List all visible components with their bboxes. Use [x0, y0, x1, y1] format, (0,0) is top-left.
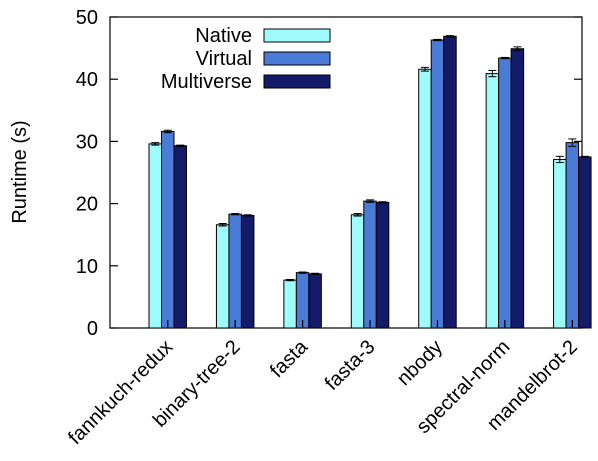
y-axis-label: Runtime (s) [9, 120, 31, 223]
bar-group [485, 46, 525, 329]
bar-groups [148, 35, 592, 329]
bar [565, 142, 580, 329]
bar [485, 73, 500, 329]
bar [295, 272, 310, 329]
bar [363, 200, 377, 329]
bar [228, 213, 242, 329]
bar-group [553, 138, 592, 329]
bar-group [215, 213, 255, 329]
bar [173, 145, 187, 329]
y-tick-label: 0 [87, 318, 98, 340]
bar [308, 273, 322, 329]
y-tick-label: 40 [76, 69, 98, 91]
bar [498, 57, 512, 329]
x-tick-label: fasta [266, 335, 313, 382]
legend-label: Virtual [196, 48, 252, 70]
legend-label: Multiverse [161, 71, 252, 93]
bar [215, 224, 230, 329]
y-tick-label: 30 [76, 131, 98, 153]
bar [350, 214, 365, 329]
legend-swatch [263, 74, 331, 89]
bar-group [418, 35, 457, 329]
bar-group [350, 199, 390, 329]
legend-label: Native [195, 25, 252, 47]
bar-group [283, 271, 322, 329]
y-tick-label: 50 [76, 7, 98, 29]
bar [283, 279, 297, 329]
legend-swatch [263, 51, 331, 66]
legend-swatch [263, 28, 331, 43]
bar [375, 201, 390, 329]
y-axis-ticks: 0 10 20 30 40 50 [76, 7, 582, 340]
bar-group [148, 129, 187, 329]
bar [418, 68, 432, 329]
x-tick-label: fasta-3 [321, 336, 380, 395]
bar [510, 48, 525, 329]
bar [148, 143, 162, 329]
bar [240, 214, 255, 329]
bar [161, 130, 175, 329]
x-tick-label: fannkuch-redux [64, 336, 177, 449]
y-tick-label: 20 [76, 194, 98, 216]
x-tick-label: nbody [393, 336, 447, 390]
bar [553, 158, 567, 329]
bar [430, 39, 445, 329]
bar [578, 156, 592, 329]
bar [443, 35, 457, 329]
y-tick-label: 10 [76, 256, 98, 278]
